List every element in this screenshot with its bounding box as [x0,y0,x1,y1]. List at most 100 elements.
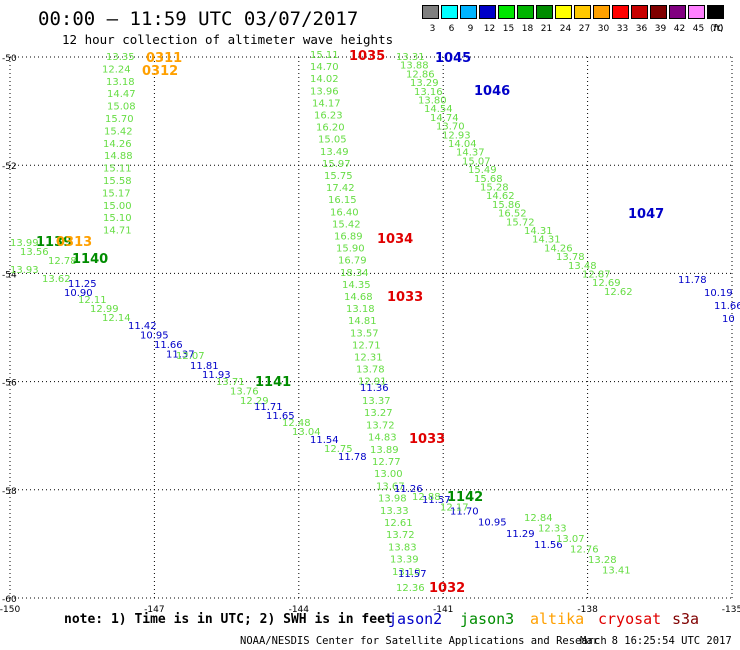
scale-label: 18 [521,24,534,34]
swh-value: 12.99 [90,304,119,315]
longitude-label: -147 [144,605,164,615]
swh-value: 10.95 [140,331,169,342]
latitude-label: -58 [2,487,17,497]
scale-swatch [536,5,553,19]
scale-label: 27 [578,24,591,34]
swh-value: 10.95 [478,518,507,529]
scale-swatch [422,5,439,19]
swh-value: 14.31 [532,235,561,246]
scale-label: 21 [540,24,553,34]
swh-value: 15.08 [107,102,136,113]
swh-value: 14.54 [424,104,453,115]
swh-value: 14.02 [310,74,339,85]
swh-value: 13.35 [106,52,135,63]
pass-number: 1142 [447,490,483,505]
swh-value: 14.74 [430,113,459,124]
swh-value: 12.31 [354,353,383,364]
swh-value: 14.37 [456,148,485,159]
swh-value: 14.35 [342,280,371,291]
swh-value: 13.29 [410,78,439,89]
swh-value: 12.29 [240,396,269,407]
swh-value: 13.07 [556,534,585,545]
swh-value: 15.11 [310,50,339,61]
swh-value: 15.58 [103,176,132,187]
swh-value: 13.88 [400,61,429,72]
swh-value: 15.42 [332,219,361,230]
scale-label: 24 [559,24,572,34]
swh-value: 12.11 [78,295,107,306]
swh-value: 14.26 [544,243,573,254]
swh-value: 11.57 [398,569,427,580]
swh-value: 10 [722,314,735,325]
scale-swatch [555,5,572,19]
swh-value: 15.70 [105,114,134,125]
scale-swatch [479,5,496,19]
pass-number: 0311 [146,51,182,66]
swh-value: 11.42 [128,321,157,332]
scale-label: 30 [597,24,610,34]
swh-value: 18.34 [340,268,369,279]
swh-value: 12.75 [324,444,353,455]
pass-number: 0313 [56,235,92,250]
swh-value: 11.29 [506,529,535,540]
swh-value: 13.27 [364,408,393,419]
legend-s3a: s3a [672,610,700,628]
swh-value: 13.37 [362,396,391,407]
latitude-label: -50 [2,54,17,64]
swh-value: 16.89 [334,232,363,243]
swh-value: 13.33 [380,506,409,517]
swh-value: 11.66 [154,340,183,351]
swh-value: 15.49 [468,165,497,176]
swh-value: 12.24 [102,64,131,75]
swh-value: 13.78 [356,365,385,376]
swh-value: 12.84 [524,513,553,524]
swh-value: 13.62 [42,274,71,285]
latitude-label: -56 [2,379,17,389]
latitude-label: -54 [2,270,17,280]
swh-value: 13.99 [10,238,39,249]
swh-value: 14.70 [310,62,339,73]
swh-value: 14.04 [448,139,477,150]
swh-value: 12.36 [396,583,425,594]
credit-line: NOAA/NESDIS Center for Satellite Applica… [240,635,607,647]
scale-swatch [441,5,458,19]
swh-value: 13.72 [386,530,415,541]
swh-value: 11.71 [254,402,283,413]
longitude-label: -138 [577,605,598,615]
pass-number: 0312 [142,64,178,79]
swh-value: 13.57 [350,328,379,339]
swh-value: 16.20 [316,123,345,134]
swh-value: 13.18 [346,304,375,315]
swh-value: 13.98 [378,494,407,505]
scale-unit: (ft) [710,24,724,34]
swh-value: 14.68 [344,292,373,303]
swh-value: 14.83 [368,433,397,444]
swh-value: 12.33 [538,524,567,535]
swh-value: 13.67 [376,481,405,492]
swh-value: 13.76 [230,387,259,398]
scale-swatch [593,5,610,19]
swh-value: 15.00 [103,201,132,212]
swh-value: 15.07 [462,156,491,167]
pass-number: 1141 [255,375,291,390]
scale-swatch [669,5,686,19]
scale-label: 70 [711,24,724,34]
swh-value: 16.79 [338,256,367,267]
latitude-label: -60 [2,595,17,605]
scale-swatch [612,5,629,19]
pass-number: 1032 [429,581,465,596]
swh-value: 13.80 [418,96,447,107]
swh-value: 11.81 [190,361,219,372]
swh-value: 14.71 [103,226,132,237]
swh-value: 15.97 [322,159,351,170]
swh-value: 13.93 [10,265,39,276]
scale-swatch [631,5,648,19]
swh-value: 12.61 [384,518,413,529]
swh-value: 16.15 [328,195,357,206]
swh-value: 11.78 [678,275,707,286]
swh-value: 15.86 [492,200,521,211]
swh-value: 12.14 [102,313,131,324]
swh-value: 14.88 [104,151,133,162]
